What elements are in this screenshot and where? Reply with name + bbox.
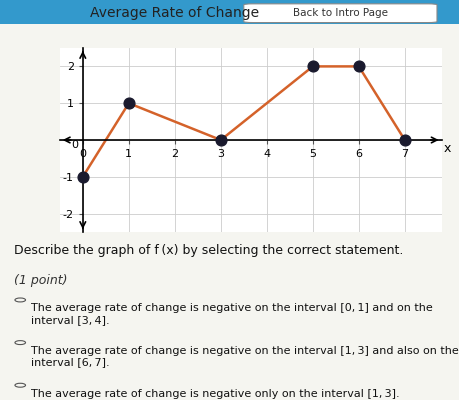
Text: x: x <box>443 142 450 155</box>
Point <box>125 100 132 106</box>
Text: (1 point): (1 point) <box>14 274 67 287</box>
Point <box>354 63 362 70</box>
Point <box>400 137 408 143</box>
Text: Back to Intro Page: Back to Intro Page <box>292 8 387 18</box>
FancyBboxPatch shape <box>243 4 436 22</box>
Point <box>79 174 86 180</box>
Text: Average Rate of Change: Average Rate of Change <box>90 6 259 20</box>
Text: Describe the graph of f (x) by selecting the correct statement.: Describe the graph of f (x) by selecting… <box>14 244 402 257</box>
Point <box>217 137 224 143</box>
Text: The average rate of change is negative on the interval [0, 1] and on the interva: The average rate of change is negative o… <box>31 303 432 325</box>
Bar <box>0 0 459 24</box>
Text: The average rate of change is negative only on the interval [1, 3].: The average rate of change is negative o… <box>31 388 399 398</box>
Point <box>308 63 316 70</box>
Text: The average rate of change is negative on the interval [1, 3] and also on the in: The average rate of change is negative o… <box>31 346 458 368</box>
Text: 0: 0 <box>71 140 78 150</box>
